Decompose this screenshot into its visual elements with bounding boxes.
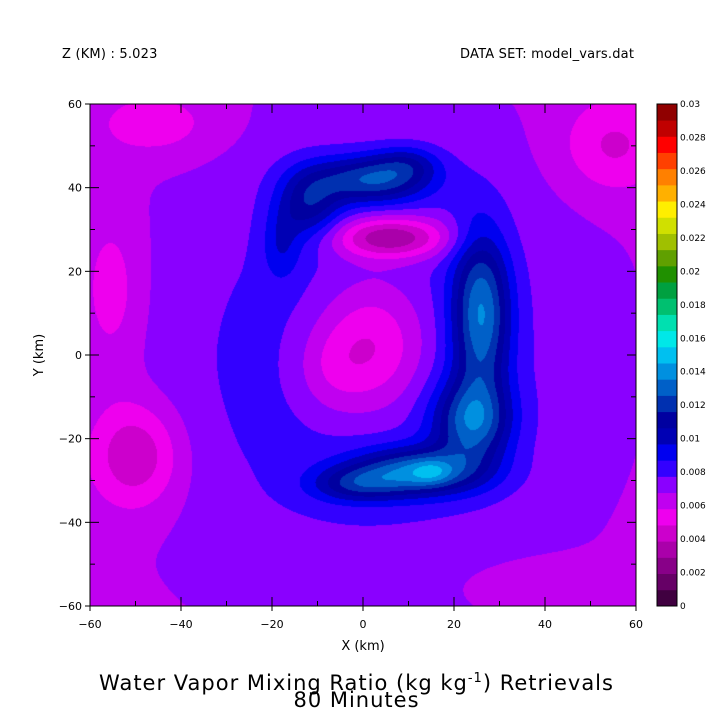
colorbar-swatch <box>657 330 677 348</box>
colorbar-swatch <box>657 168 677 186</box>
x-tick-label: −40 <box>169 618 192 631</box>
y-tick-label: 60 <box>68 98 82 111</box>
chart-title-line1: Water Vapor Mixing Ratio (kg kg-1) Retri… <box>0 668 713 694</box>
colorbar-label: 0.012 <box>680 401 706 411</box>
colorbar-swatch <box>657 249 677 267</box>
colorbar-swatch <box>657 411 677 429</box>
title-text-suffix: ) Retrievals <box>482 671 614 695</box>
colorbar-label: 0.004 <box>680 535 706 545</box>
colorbar-labels: 0 0.002 0.004 0.006 0.008 0.01 0.012 0.014 0.016… <box>680 100 706 612</box>
colorbar-label: 0.016 <box>680 334 706 344</box>
colorbar-swatch <box>657 444 677 461</box>
colorbar-swatch <box>657 120 677 137</box>
title-text: Water Vapor Mixing Ratio (kg kg <box>99 671 468 695</box>
colorbar-swatch <box>657 282 677 299</box>
x-tick-label: −60 <box>78 618 101 631</box>
colorbar-swatch <box>657 136 677 153</box>
colorbar <box>656 103 678 607</box>
colorbar-swatch <box>657 525 677 542</box>
colorbar-label: 0.008 <box>680 468 706 478</box>
title-exponent: -1 <box>467 671 483 686</box>
colorbar-swatch <box>657 201 677 218</box>
colorbar-swatch <box>657 233 677 251</box>
colorbar-label: 0 <box>680 602 686 612</box>
x-tick-label: −20 <box>260 618 283 631</box>
colorbar-label: 0.02 <box>680 267 700 277</box>
colorbar-swatch <box>657 217 677 234</box>
dataset-label: DATA SET: model_vars.dat <box>460 47 635 62</box>
vertical-level-label: Z (KM) : 5.023 <box>62 47 158 62</box>
colorbar-swatch <box>657 573 677 591</box>
colorbar-label: 0.006 <box>680 502 706 512</box>
colorbar-swatch <box>657 476 677 494</box>
colorbar-swatch <box>657 152 677 170</box>
colorbar-label: 0.026 <box>680 167 706 177</box>
colorbar-swatch <box>657 557 677 575</box>
colorbar-swatch <box>657 427 677 445</box>
x-axis-label: X (km) <box>341 639 384 654</box>
y-tick-label: 20 <box>68 265 82 278</box>
y-tick-label: −20 <box>59 433 82 446</box>
colorbar-label: 0.01 <box>680 435 700 445</box>
colorbar-swatch <box>657 314 677 332</box>
colorbar-swatch <box>657 589 677 607</box>
contour-field <box>90 104 636 606</box>
colorbar-swatch <box>657 363 677 380</box>
y-tick-label: −60 <box>59 600 82 613</box>
colorbar-swatch <box>657 492 677 510</box>
colorbar-swatch <box>657 379 677 396</box>
colorbar-label: 0.022 <box>680 234 706 244</box>
x-tick-label: 20 <box>447 618 461 631</box>
x-tick-labels: −60 −40 −20 0 20 40 60 <box>78 618 643 631</box>
colorbar-swatch <box>657 298 677 315</box>
y-tick-label: −40 <box>59 516 82 529</box>
colorbar-swatch <box>657 104 677 121</box>
colorbar-label: 0.014 <box>680 368 706 378</box>
x-tick-label: 60 <box>629 618 643 631</box>
x-tick-label: 0 <box>360 618 367 631</box>
colorbar-swatch <box>657 265 677 283</box>
axis-ticks <box>85 103 637 611</box>
y-tick-labels: −60 −40 −20 0 20 40 60 <box>59 98 82 613</box>
colorbar-swatch <box>657 460 677 477</box>
chart-title-line2: 80 Minutes <box>293 688 420 712</box>
y-axis-label: Y (km) <box>32 334 47 377</box>
colorbar-label: 0.002 <box>680 569 706 579</box>
colorbar-swatch <box>657 184 677 202</box>
colorbar-label: 0.03 <box>680 100 700 110</box>
colorbar-label: 0.018 <box>680 301 706 311</box>
colorbar-swatch <box>657 541 677 558</box>
colorbar-label: 0.028 <box>680 133 706 143</box>
contour-fill <box>90 104 636 606</box>
colorbar-swatch <box>657 508 677 526</box>
colorbar-frame <box>656 103 678 607</box>
colorbar-swatch <box>657 346 677 364</box>
colorbar-label: 0.024 <box>680 200 706 210</box>
x-tick-label: 40 <box>538 618 552 631</box>
y-tick-label: 0 <box>75 349 82 362</box>
y-tick-label: 40 <box>68 182 82 195</box>
colorbar-swatch <box>657 395 677 413</box>
